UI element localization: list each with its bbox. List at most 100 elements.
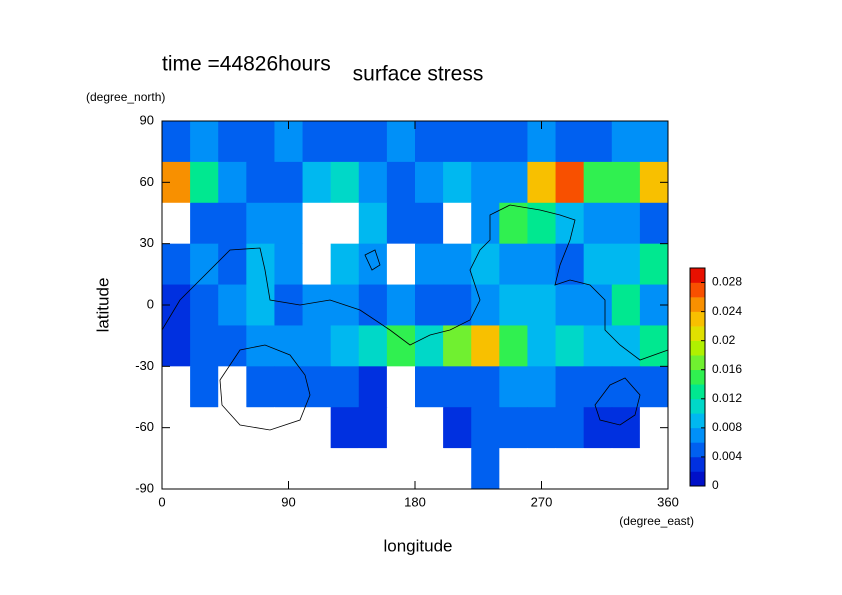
cell	[246, 121, 275, 163]
cell	[555, 161, 585, 204]
cell	[443, 202, 472, 245]
cell	[386, 407, 416, 449]
cell	[190, 366, 219, 408]
cell	[386, 121, 416, 163]
cell	[527, 284, 557, 326]
cell	[274, 325, 304, 367]
cell	[639, 325, 669, 367]
colorbar-band	[690, 326, 705, 341]
cell	[386, 284, 416, 326]
cell	[415, 243, 444, 286]
colorbar-band	[690, 355, 705, 371]
cell	[162, 325, 191, 367]
colorbar-tick-label: 0.008	[712, 420, 742, 434]
colorbar-band	[690, 427, 705, 443]
cell	[162, 366, 191, 408]
cell	[190, 121, 219, 163]
y-tick-label: -60	[135, 419, 154, 434]
colorbar-band	[690, 456, 705, 472]
cell	[471, 121, 500, 163]
cell	[415, 325, 444, 367]
cell	[274, 366, 304, 408]
colorbar-band	[690, 471, 705, 487]
colorbar-band	[690, 442, 705, 458]
cell	[443, 121, 472, 163]
chart-title: surface stress	[353, 63, 484, 86]
cell	[246, 202, 275, 245]
cell	[499, 161, 528, 204]
cell	[218, 448, 247, 490]
cell	[218, 243, 247, 286]
cell	[274, 284, 304, 326]
cell	[443, 161, 472, 204]
colorbar-tick-label: 0.028	[712, 275, 742, 289]
colorbar: 0 0.004 0.008 0.012 0.016 0.02 0.024 0.028	[689, 267, 742, 492]
cell	[555, 448, 585, 490]
cell	[190, 284, 219, 326]
colorbar-tick-label: 0.004	[712, 449, 742, 463]
colorbar-band	[690, 311, 705, 327]
colorbar-band	[690, 369, 705, 385]
cell	[358, 407, 388, 449]
cell	[443, 243, 472, 286]
cell	[471, 202, 500, 245]
cell	[302, 366, 332, 408]
cell	[162, 243, 191, 286]
cell	[190, 448, 219, 490]
y-tick-label: 90	[140, 112, 154, 127]
cell	[330, 407, 360, 449]
x-tick-label: 90	[281, 494, 295, 509]
cell	[471, 448, 500, 490]
cell	[443, 448, 472, 490]
cell	[246, 407, 275, 449]
cell	[386, 448, 416, 490]
cell	[330, 366, 360, 408]
cell	[358, 243, 388, 286]
cell	[527, 202, 557, 245]
cell	[358, 325, 388, 367]
y-tick-label: -30	[135, 358, 154, 373]
cell	[330, 202, 360, 245]
cell	[555, 284, 585, 326]
cell	[583, 161, 613, 204]
cell	[471, 407, 500, 449]
cell	[443, 284, 472, 326]
cell	[302, 284, 332, 326]
heatmap-cells	[162, 121, 669, 490]
y-tick-label: 0	[147, 296, 154, 311]
cell	[499, 407, 528, 449]
cell	[415, 366, 444, 408]
cell	[415, 284, 444, 326]
cell	[274, 243, 304, 286]
cell	[611, 325, 641, 367]
colorbar-band	[690, 268, 705, 283]
cell	[358, 448, 388, 490]
cell	[386, 366, 416, 408]
cell	[611, 243, 641, 286]
cell	[218, 325, 247, 367]
cell	[302, 325, 332, 367]
cell	[611, 366, 641, 408]
x-tick-label: 360	[657, 494, 679, 509]
cell	[499, 325, 528, 367]
colorbar-band	[690, 384, 705, 400]
cell	[386, 161, 416, 204]
cell	[162, 448, 191, 490]
cell	[330, 161, 360, 204]
cell	[555, 202, 585, 245]
cell	[330, 121, 360, 163]
cell	[471, 325, 500, 367]
cell	[330, 448, 360, 490]
colorbar-frame	[689, 267, 706, 487]
cell	[302, 161, 332, 204]
colorbar-tick-label: 0.024	[712, 304, 742, 318]
cell	[358, 202, 388, 245]
cell	[527, 243, 557, 286]
cell	[583, 448, 613, 490]
cell	[415, 407, 444, 449]
x-tick-label: 0	[158, 494, 165, 509]
y-axis-label: latitude	[93, 278, 112, 333]
cell	[443, 325, 472, 367]
y-tick-label: 30	[140, 235, 154, 250]
